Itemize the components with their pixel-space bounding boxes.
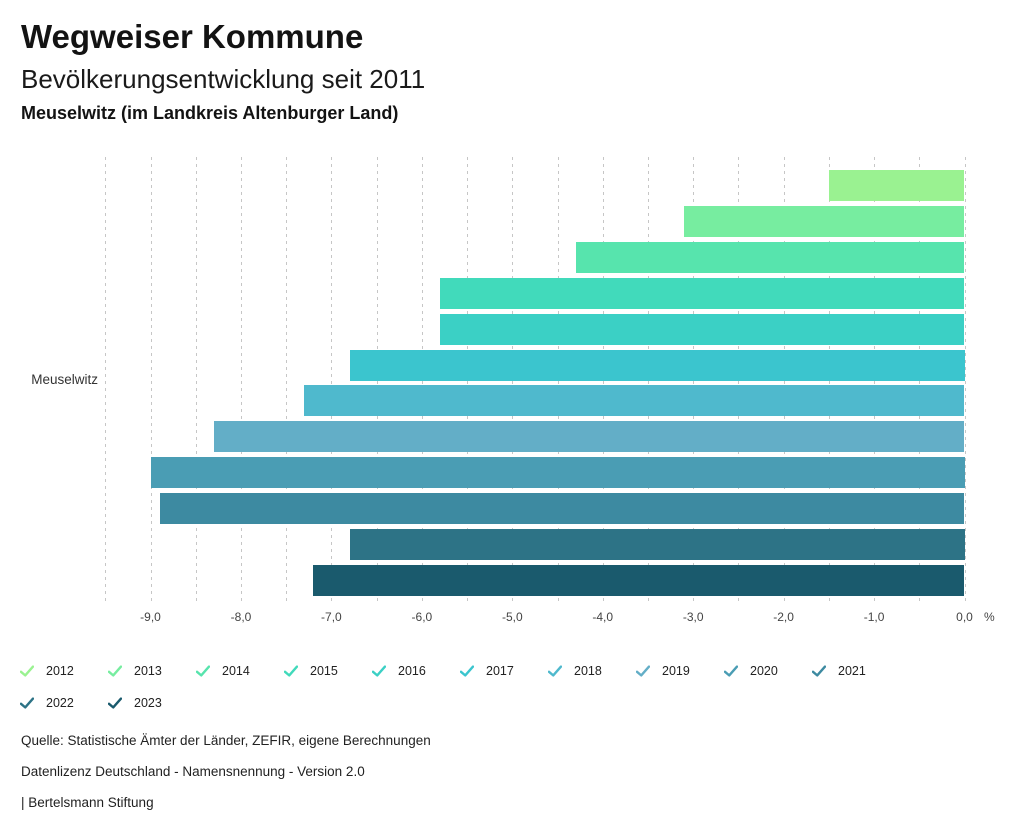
check-icon (372, 665, 386, 677)
gridline (195, 157, 197, 604)
bar-2022[interactable] (349, 529, 965, 560)
chart-title: Bevölkerungsentwicklung seit 2011 (21, 64, 426, 94)
gridline (512, 157, 514, 604)
legend-item-2019[interactable]: 2019 (636, 655, 724, 687)
gridline (421, 157, 423, 604)
bar-2023[interactable] (313, 564, 965, 596)
legend-item-2018[interactable]: 2018 (548, 655, 636, 687)
bar-2013[interactable] (684, 205, 965, 237)
gridline (602, 157, 604, 604)
legend-item-2012[interactable]: 2012 (20, 655, 108, 687)
license-line: Datenlizenz Deutschland - Namensnennung … (21, 764, 365, 779)
bar-2021[interactable] (159, 493, 965, 525)
x-tick-label: -8,0 (230, 610, 252, 624)
attribution-line: | Bertelsmann Stiftung (21, 795, 154, 810)
gridline (874, 157, 876, 604)
legend-year-label: 2023 (134, 696, 162, 710)
check-icon (636, 665, 650, 677)
legend-item-2022[interactable]: 2022 (20, 687, 108, 719)
x-tick-label: -6,0 (411, 610, 433, 624)
check-icon (20, 665, 34, 677)
check-icon (20, 697, 34, 709)
x-tick-label: -7,0 (321, 610, 342, 624)
check-icon (196, 665, 210, 677)
legend-year-label: 2018 (574, 664, 602, 678)
gridline (828, 157, 830, 604)
check-icon (460, 665, 474, 677)
gridline (150, 157, 152, 604)
gridline (241, 157, 242, 604)
legend-year-label: 2014 (222, 664, 250, 678)
gridline (286, 157, 288, 604)
y-axis-category-label: Meuselwitz (31, 372, 98, 387)
gridline (105, 157, 107, 604)
legend-year-label: 2016 (398, 664, 426, 678)
legend-item-2023[interactable]: 2023 (108, 687, 196, 719)
legend-year-label: 2022 (46, 696, 74, 710)
gridline (376, 157, 378, 604)
check-icon (108, 665, 122, 677)
bar-2012[interactable] (828, 170, 965, 201)
gridline (693, 157, 695, 604)
check-icon (284, 665, 298, 677)
legend-year-label: 2015 (310, 664, 338, 678)
legend-item-2015[interactable]: 2015 (284, 655, 372, 687)
gridline (919, 157, 921, 604)
x-tick-label: -9,0 (140, 610, 161, 624)
x-tick-label: 0,0 (956, 610, 973, 624)
gridline (738, 157, 740, 604)
legend-year-label: 2012 (46, 664, 74, 678)
legend: 2012 2013 2014 2015 2016 2017 2018 2019 2020 2021… (20, 655, 920, 719)
gridline (557, 157, 559, 604)
x-tick-label: -5,0 (501, 610, 523, 624)
source-line: Quelle: Statistische Ämter der Länder, Z… (21, 733, 431, 748)
legend-item-2014[interactable]: 2014 (196, 655, 284, 687)
bar-2016[interactable] (439, 313, 965, 345)
x-tick-label: -1,0 (863, 610, 885, 624)
x-tick-label: -3,0 (682, 610, 704, 624)
bar-2014[interactable] (575, 241, 965, 273)
legend-item-2013[interactable]: 2013 (108, 655, 196, 687)
legend-year-label: 2020 (750, 664, 778, 678)
gridline (964, 157, 966, 604)
bar-2020[interactable] (150, 457, 965, 489)
bar-2018[interactable] (304, 385, 965, 417)
check-icon (812, 665, 826, 677)
legend-item-2021[interactable]: 2021 (812, 655, 900, 687)
page-title: Wegweiser Kommune (21, 18, 364, 55)
check-icon (724, 665, 738, 677)
legend-item-2020[interactable]: 2020 (724, 655, 812, 687)
region-subtitle: Meuselwitz (im Landkreis Altenburger Lan… (21, 103, 399, 123)
bar-chart-plot-area: Meuselwitz (0, 157, 1024, 604)
x-axis-unit-label: % (984, 610, 995, 624)
bar-2015[interactable] (439, 277, 965, 309)
check-icon (548, 665, 562, 677)
gridline (783, 157, 785, 604)
legend-year-label: 2019 (662, 664, 690, 678)
bar-2017[interactable] (349, 349, 965, 381)
legend-year-label: 2013 (134, 664, 162, 678)
legend-item-2016[interactable]: 2016 (372, 655, 460, 687)
legend-item-2017[interactable]: 2017 (460, 655, 548, 687)
check-icon (108, 697, 122, 709)
x-tick-label: -2,0 (773, 610, 794, 624)
legend-year-label: 2021 (838, 664, 866, 678)
gridline (648, 157, 649, 604)
x-tick-label: -4,0 (592, 610, 614, 624)
gridline (467, 157, 469, 604)
bar-2019[interactable] (213, 421, 965, 453)
gridline (331, 157, 333, 604)
legend-year-label: 2017 (486, 664, 514, 678)
